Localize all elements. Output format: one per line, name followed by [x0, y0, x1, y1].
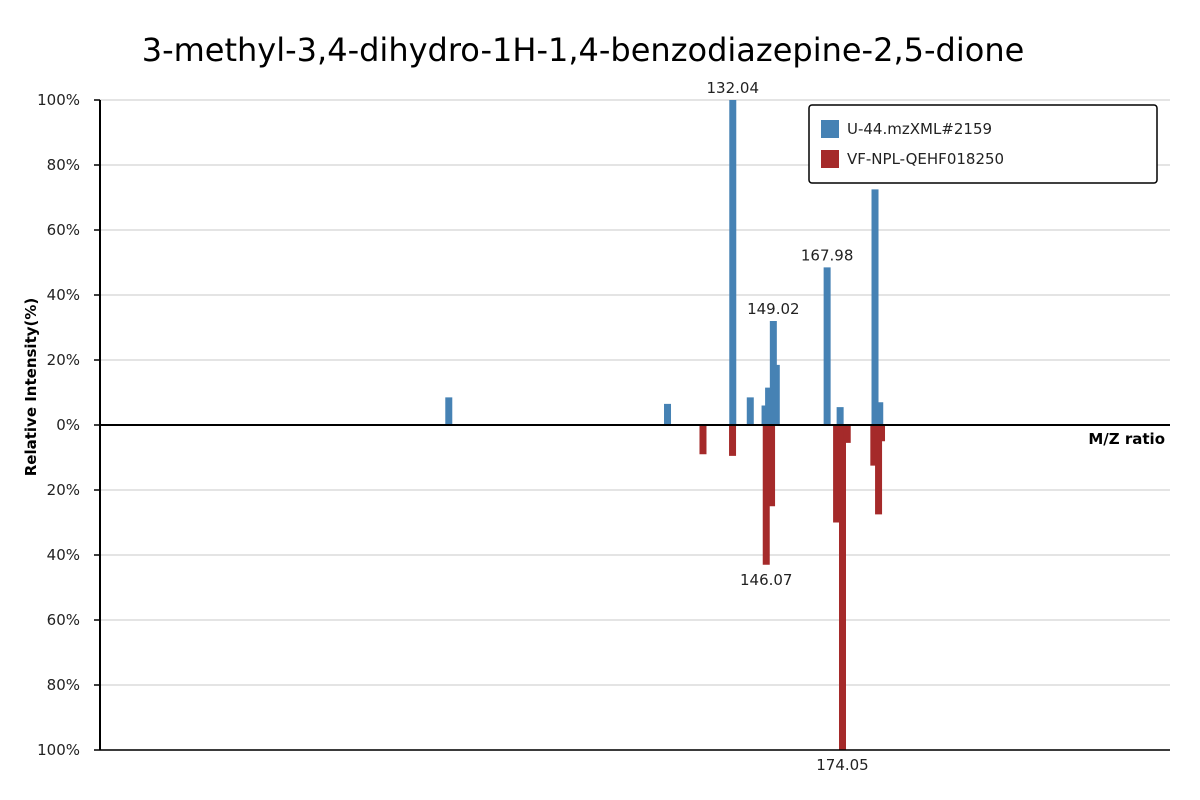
- peak-bar-u44: [664, 403, 672, 425]
- peak-bar-vf-npl: [699, 425, 707, 455]
- peak-bar-vf-npl: [875, 425, 883, 515]
- peak-label: 167.98: [801, 246, 854, 264]
- peak-bar-vf-npl: [762, 425, 770, 565]
- peak-bar-vf-npl: [843, 425, 851, 443]
- peak-bar-u44: [761, 405, 769, 425]
- peak-bar-u44: [729, 100, 737, 425]
- legend-swatch-u44: [821, 120, 839, 138]
- peak-bar-u44: [746, 397, 754, 425]
- peak-bars: [445, 100, 886, 750]
- y-tick-labels: 100% 80% 60% 40% 20% 0% 20% 40% 60% 80% 100%: [37, 91, 100, 759]
- y-tick-label: 20%: [47, 481, 80, 499]
- peak-bar-u44: [823, 267, 831, 425]
- peak-bar-vf-npl: [870, 425, 878, 466]
- peak-bar-u44: [871, 189, 879, 425]
- y-tick-label: 0%: [56, 416, 80, 434]
- peak-bar-u44: [445, 397, 453, 425]
- x-axis-label: M/Z ratio: [1088, 430, 1165, 448]
- axes: [99, 100, 1170, 751]
- legend-swatch-vf-npl: [821, 150, 839, 168]
- peak-bar-vf-npl: [729, 425, 737, 456]
- chart-title: 3-methyl-3,4-dihydro-1H-1,4-benzodiazepi…: [142, 31, 1025, 69]
- peak-label: 149.02: [747, 300, 800, 318]
- legend-label-vf-npl: VF-NPL-QEHF018250: [847, 150, 1004, 168]
- peak-bar-vf-npl: [878, 425, 886, 442]
- peak-bar-u44: [836, 407, 844, 425]
- peak-bar-vf-npl: [833, 425, 841, 523]
- peak-label: 174.05: [816, 756, 869, 774]
- y-tick-label: 100%: [37, 741, 80, 759]
- peak-bar-u44: [772, 364, 780, 425]
- y-tick-label: 20%: [47, 351, 80, 369]
- peak-bar-vf-npl: [838, 425, 846, 750]
- peak-bar-u44: [876, 402, 884, 425]
- y-tick-label: 100%: [37, 91, 80, 109]
- peak-bar-vf-npl: [768, 425, 776, 507]
- y-tick-label: 40%: [47, 546, 80, 564]
- peak-label: 146.07: [740, 571, 793, 589]
- y-tick-label: 60%: [47, 221, 80, 239]
- legend-label-u44: U-44.mzXML#2159: [847, 120, 992, 138]
- y-axis-label: Relative Intensity(%): [22, 298, 40, 477]
- y-tick-label: 60%: [47, 611, 80, 629]
- legend-box: [808, 104, 1158, 184]
- y-tick-label: 80%: [47, 676, 80, 694]
- peak-bar-u44: [765, 387, 773, 425]
- legend: U-44.mzXML#2159 VF-NPL-QEHF018250: [808, 104, 1158, 184]
- peak-label: 132.04: [707, 79, 760, 97]
- y-tick-label: 80%: [47, 156, 80, 174]
- y-tick-label: 40%: [47, 286, 80, 304]
